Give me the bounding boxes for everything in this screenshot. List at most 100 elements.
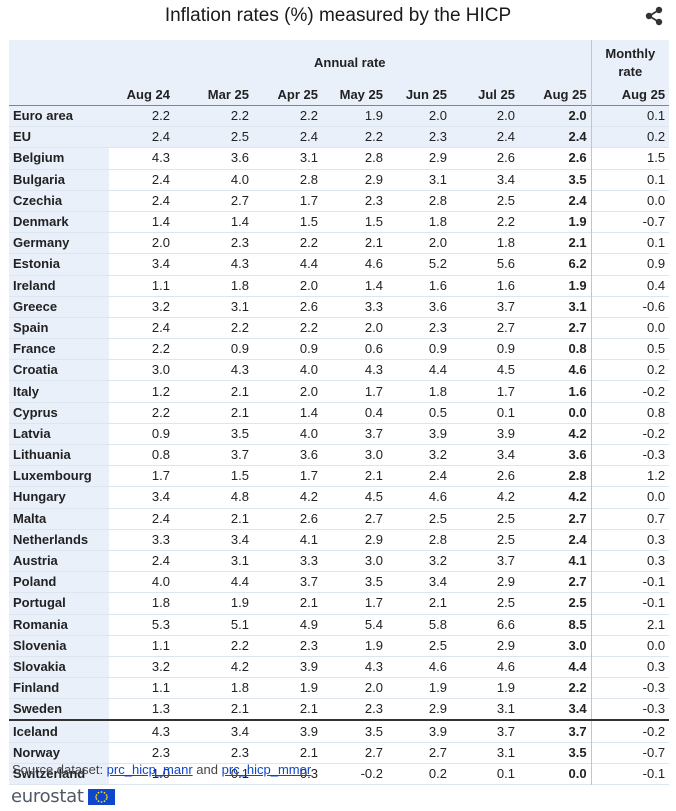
- annual-rate-cell: 4.2: [299, 489, 318, 505]
- annual-rate-cell: 2.9: [364, 531, 383, 547]
- table-row: Germany 2.0 2.3 2.2 2.1 2.0 1.8 2.1 0.1: [9, 232, 670, 254]
- annual-rate-cell: 4.4: [428, 362, 447, 378]
- latest-annual-cell: 3.0: [568, 637, 587, 653]
- header-corner: [9, 40, 109, 85]
- annual-rate-cell: 4.0: [230, 171, 249, 187]
- annual-rate-cell: 3.5: [230, 425, 249, 441]
- annual-rate-cell: 0.1: [230, 765, 249, 781]
- annual-rate-cell: 2.9: [364, 171, 383, 187]
- title-bar: Inflation rates (%) measured by the HICP: [0, 0, 676, 34]
- annual-rate-cell: 1.7: [496, 383, 515, 399]
- country-cell: Croatia: [9, 359, 109, 381]
- table-row: Slovenia 1.1 2.2 2.3 1.9 2.5 2.9 3.0 0.0: [9, 635, 670, 657]
- annual-rate-cell: 4.5: [496, 362, 515, 378]
- annual-rate-cell: 1.6: [428, 277, 447, 293]
- annual-rate-cell: 1.9: [299, 680, 318, 696]
- annual-rate-cell: 2.4: [151, 171, 170, 187]
- annual-rate-cell: 2.3: [151, 744, 170, 760]
- latest-annual-cell: 4.2: [568, 489, 587, 505]
- annual-rate-cell: 4.8: [230, 489, 249, 505]
- country-cell: Estonia: [9, 253, 109, 275]
- annual-rate-cell: 2.8: [299, 171, 318, 187]
- annual-rate-cell: 3.3: [151, 531, 170, 547]
- annual-rate-cell: 2.2: [299, 235, 318, 251]
- latest-annual-cell: 0.0: [568, 404, 587, 420]
- monthly-rate-cell: 0.8: [590, 402, 670, 424]
- annual-rate-cell: 2.9: [428, 150, 447, 166]
- annual-rate-cell: 3.6: [428, 298, 447, 314]
- annual-rate-cell: 1.6: [496, 277, 515, 293]
- table-row: Switzerland 1.0 0.1 0.3 -0.2 0.2 0.1 0.0 -0.1: [9, 763, 670, 785]
- country-cell: Belgium: [9, 147, 109, 170]
- annual-rate-cell: 2.1: [428, 595, 447, 611]
- column-header: Aug 24: [109, 85, 174, 106]
- annual-rate-cell: 3.2: [151, 658, 170, 674]
- annual-rate-cell: 2.6: [299, 510, 318, 526]
- annual-rate-cell: 2.3: [387, 126, 451, 148]
- annual-rate-cell: 2.5: [496, 531, 515, 547]
- annual-rate-cell: 2.7: [364, 510, 383, 526]
- source-link-mmor[interactable]: prc_hicp_mmor: [221, 762, 312, 777]
- share-icon[interactable]: [644, 6, 664, 26]
- country-cell: Bulgaria: [9, 169, 109, 191]
- latest-annual-cell: 2.7: [568, 574, 587, 590]
- annual-rate-cell: 1.9: [496, 680, 515, 696]
- annual-rate-cell: 1.9: [364, 637, 383, 653]
- monthly-rate-cell: 0.3: [590, 656, 670, 678]
- annual-rate-cell: 3.1: [230, 298, 249, 314]
- annual-rate-cell: 2.4: [109, 126, 174, 148]
- annual-rate-cell: 0.9: [496, 341, 515, 357]
- monthly-rate-cell: -0.1: [590, 571, 670, 593]
- latest-annual-cell: 3.5: [568, 171, 587, 187]
- annual-rate-cell: 1.7: [299, 468, 318, 484]
- latest-annual-cell: 6.2: [568, 256, 587, 272]
- country-cell: Sweden: [9, 698, 109, 721]
- table-row: Slovakia 3.2 4.2 3.9 4.3 4.6 4.6 4.4 0.3: [9, 656, 670, 678]
- column-header: Apr 25: [253, 85, 322, 106]
- annual-rate-cell: 4.3: [230, 362, 249, 378]
- table-row: Euro area 2.2 2.2 2.2 1.9 2.0 2.0 2.0 0.1: [9, 105, 670, 127]
- column-header: Jul 25: [451, 85, 519, 106]
- country-cell: Romania: [9, 614, 109, 636]
- country-cell: Denmark: [9, 211, 109, 233]
- annual-rate-cell: 2.3: [364, 701, 383, 717]
- annual-rate-cell: 2.2: [174, 105, 253, 127]
- annual-rate-cell: 2.7: [496, 319, 515, 335]
- annual-rate-cell: 2.2: [151, 341, 170, 357]
- annual-rate-cell: 2.5: [496, 192, 515, 208]
- annual-rate-cell: 3.4: [230, 531, 249, 547]
- annual-rate-cell: 2.9: [496, 574, 515, 590]
- monthly-rate-cell: 0.2: [590, 359, 670, 381]
- latest-annual-cell: 2.2: [568, 680, 587, 696]
- annual-rate-cell: 2.0: [299, 383, 318, 399]
- annual-rate-cell: 5.6: [496, 256, 515, 272]
- annual-rate-cell: 4.3: [151, 150, 170, 166]
- table-row: Iceland 4.3 3.4 3.9 3.5 3.9 3.7 3.7 -0.2: [9, 720, 670, 743]
- country-cell: Malta: [9, 508, 109, 530]
- table-row: Croatia 3.0 4.3 4.0 4.3 4.4 4.5 4.6 0.2: [9, 359, 670, 381]
- annual-rate-cell: 1.9: [428, 680, 447, 696]
- annual-rate-cell: 1.4: [299, 404, 318, 420]
- annual-rate-cell: 0.8: [151, 447, 170, 463]
- annual-rate-cell: 1.1: [151, 637, 170, 653]
- annual-rate-cell: 1.8: [230, 680, 249, 696]
- header-corner-2: [9, 85, 109, 106]
- annual-rate-cell: 3.7: [230, 447, 249, 463]
- annual-rate-cell: 3.1: [428, 171, 447, 187]
- annual-rate-cell: 3.9: [299, 723, 318, 739]
- annual-rate-cell: 1.7: [364, 383, 383, 399]
- annual-rate-cell: 2.3: [364, 192, 383, 208]
- annual-rate-cell: 5.4: [364, 616, 383, 632]
- annual-rate-cell: 4.3: [364, 362, 383, 378]
- source-link-manr[interactable]: prc_hicp_manr: [106, 762, 193, 777]
- annual-rate-cell: 2.3: [230, 235, 249, 251]
- monthly-rate-cell: -0.3: [590, 677, 670, 699]
- annual-rate-cell: 4.9: [299, 616, 318, 632]
- source-line: Source dataset: prc_hicp_manr and prc_hi…: [12, 762, 311, 777]
- table-row: Sweden 1.3 2.1 2.1 2.3 2.9 3.1 3.4 -0.3: [9, 698, 670, 721]
- latest-annual-cell: 2.6: [568, 150, 587, 166]
- annual-rate-cell: 3.1: [230, 553, 249, 569]
- column-header: Jun 25: [387, 85, 451, 106]
- annual-rate-cell: 3.7: [496, 553, 515, 569]
- annual-rate-cell: 2.7: [230, 192, 249, 208]
